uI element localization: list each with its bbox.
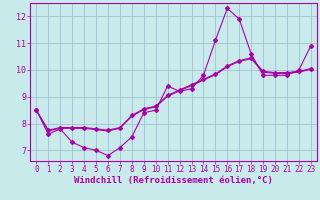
X-axis label: Windchill (Refroidissement éolien,°C): Windchill (Refroidissement éolien,°C) xyxy=(74,176,273,185)
